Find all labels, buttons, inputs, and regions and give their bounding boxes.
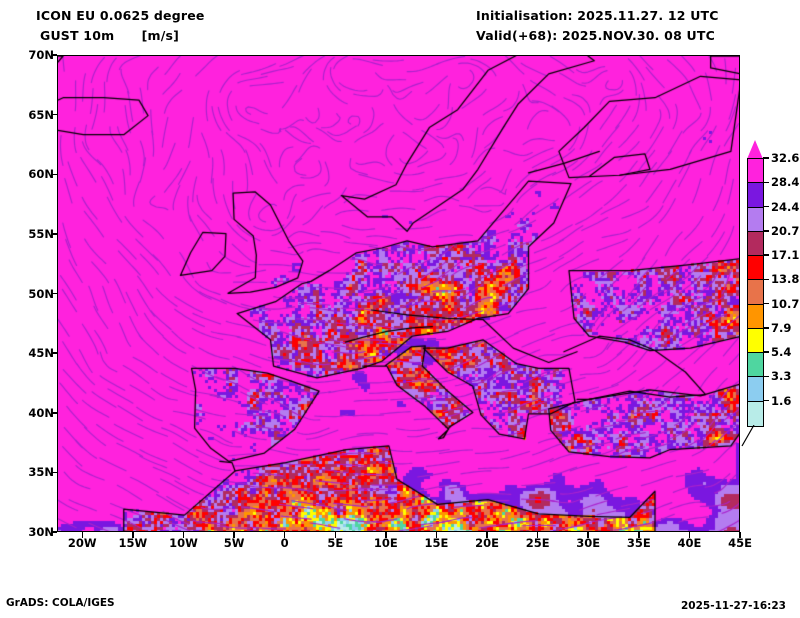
colorbar-tick [763, 205, 769, 208]
weather-map[interactable] [57, 55, 740, 532]
lon-label: 15E [424, 536, 449, 550]
lat-tick [51, 113, 57, 116]
colorbar-label: 17.1 [771, 248, 800, 263]
lon-label: 40E [677, 536, 702, 550]
lat-label: 35N [28, 465, 54, 480]
colorbar-band [748, 328, 763, 354]
colorbar-tick [763, 302, 769, 305]
lon-label: 10W [169, 536, 198, 550]
colorbar-tick [763, 157, 769, 159]
colorbar-tick [763, 375, 769, 378]
lat-label: 45N [28, 346, 54, 361]
lon-label: 5E [327, 536, 344, 550]
lat-tick [51, 54, 57, 56]
colorbar-label: 3.3 [771, 369, 792, 384]
lon-tick [385, 532, 387, 538]
header-valid-time: Valid(+68): 2025.NOV.30. 08 UTC [476, 28, 715, 43]
colorbar-band [748, 353, 763, 378]
header-initialisation: Initialisation: 2025.11.27. 12 UTC [476, 8, 719, 23]
colorbar-tick [763, 399, 769, 402]
header-model-line-2: GUST 10m [m/s] [40, 28, 180, 43]
lon-label: 45E [728, 536, 752, 550]
colorbar [747, 158, 764, 427]
lon-tick [132, 532, 134, 538]
lat-tick [51, 233, 57, 235]
colorbar-tick [763, 327, 769, 329]
gust-field-canvas [58, 56, 739, 531]
colorbar-label: 13.8 [771, 272, 800, 287]
colorbar-band [748, 280, 763, 305]
lat-label: 65N [28, 107, 54, 122]
lon-tick [435, 532, 438, 538]
colorbar-label: 1.6 [771, 393, 792, 408]
lon-tick [536, 532, 539, 538]
lon-tick [334, 532, 336, 538]
header-model-line-1: ICON EU 0.0625 degree [36, 8, 205, 23]
lon-tick [233, 532, 235, 538]
lon-tick [688, 532, 691, 538]
lon-tick [638, 532, 640, 538]
colorbar-label: 24.4 [771, 199, 800, 214]
colorbar-label: 28.4 [771, 175, 800, 190]
lon-label: 25E [525, 536, 550, 550]
lon-label: 35E [626, 536, 651, 550]
lat-label: 30N [28, 525, 54, 539]
lat-tick [51, 531, 57, 533]
lon-label: 20W [67, 536, 97, 550]
colorbar-tick [763, 351, 769, 353]
colorbar-band [748, 207, 763, 232]
colorbar-band [748, 231, 763, 257]
colorbar-label: 10.7 [771, 296, 800, 311]
lat-tick [51, 471, 57, 474]
lon-tick [486, 532, 488, 538]
lon-label: 30E [576, 536, 601, 550]
colorbar-band [748, 159, 763, 184]
colorbar-label: 7.9 [771, 320, 792, 335]
footer-credit: GrADS: COLA/IGES [6, 597, 115, 609]
lat-tick [51, 352, 57, 354]
lon-label: 15W [118, 536, 148, 550]
lon-label: 20E [475, 536, 499, 550]
colorbar-band [748, 401, 763, 426]
lon-label: 0 [280, 536, 289, 550]
colorbar-label: 32.6 [771, 151, 800, 165]
lon-label: 5W [223, 536, 245, 550]
lon-tick [283, 532, 286, 538]
lon-tick [182, 532, 185, 538]
colorbar-band [748, 256, 763, 281]
lon-tick [587, 532, 589, 538]
lat-label: 70N [28, 48, 54, 62]
colorbar-band [748, 183, 763, 208]
lat-label: 60N [28, 167, 54, 182]
colorbar-band [748, 377, 763, 402]
colorbar-label: 20.7 [771, 223, 800, 238]
lon-tick [81, 532, 84, 538]
lon-tick [739, 532, 741, 538]
colorbar-tick [763, 278, 769, 281]
colorbar-tick [763, 254, 769, 256]
colorbar-tick [763, 230, 769, 232]
lat-label: 55N [28, 226, 54, 241]
lat-tick [51, 173, 57, 175]
lat-label: 40N [28, 405, 54, 420]
lat-tick [51, 412, 57, 414]
colorbar-label: 5.4 [771, 345, 792, 360]
colorbar-max-arrow [747, 140, 763, 159]
colorbar-band [748, 304, 763, 329]
lat-label: 50N [28, 286, 54, 301]
lon-label: 10E [373, 536, 398, 550]
colorbar-tick [763, 181, 769, 184]
lat-tick [51, 292, 57, 295]
footer-timestamp: 2025-11-27-16:23 [681, 600, 786, 612]
colorbar-min-tail [741, 425, 755, 447]
